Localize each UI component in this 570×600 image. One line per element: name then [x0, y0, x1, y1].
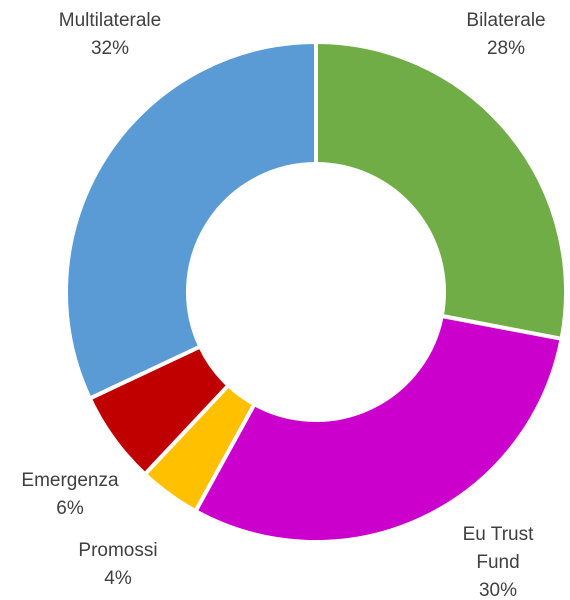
label-bilaterale: Bilaterale 28% — [466, 10, 545, 59]
percent-label: 30% — [479, 580, 517, 600]
category-label: Fund — [476, 552, 519, 573]
slice-bilaterale — [314, 39, 568, 342]
percent-label: 32% — [91, 38, 129, 59]
category-label: Bilaterale — [466, 10, 545, 31]
slice-multilaterale — [64, 39, 318, 402]
labels-group: Bilaterale 28% Eu Trust Fund 30% Promossi 4% Em… — [21, 10, 545, 600]
label-eu-trust-fund: Eu Trust Fund 30% — [463, 524, 534, 600]
category-label: Multilaterale — [59, 10, 161, 31]
category-label: Eu Trust — [463, 524, 534, 545]
category-label: Emergenza — [21, 470, 119, 491]
percent-label: 6% — [56, 498, 84, 519]
label-multilaterale: Multilaterale 32% — [59, 10, 161, 59]
percent-label: 28% — [487, 38, 525, 59]
label-promossi: Promossi 4% — [78, 540, 157, 589]
slice-eu-trust-fund — [192, 313, 564, 544]
category-label: Promossi — [78, 540, 157, 561]
label-emergenza: Emergenza 6% — [21, 470, 119, 519]
percent-label: 4% — [104, 568, 132, 589]
slices-group — [64, 39, 568, 544]
